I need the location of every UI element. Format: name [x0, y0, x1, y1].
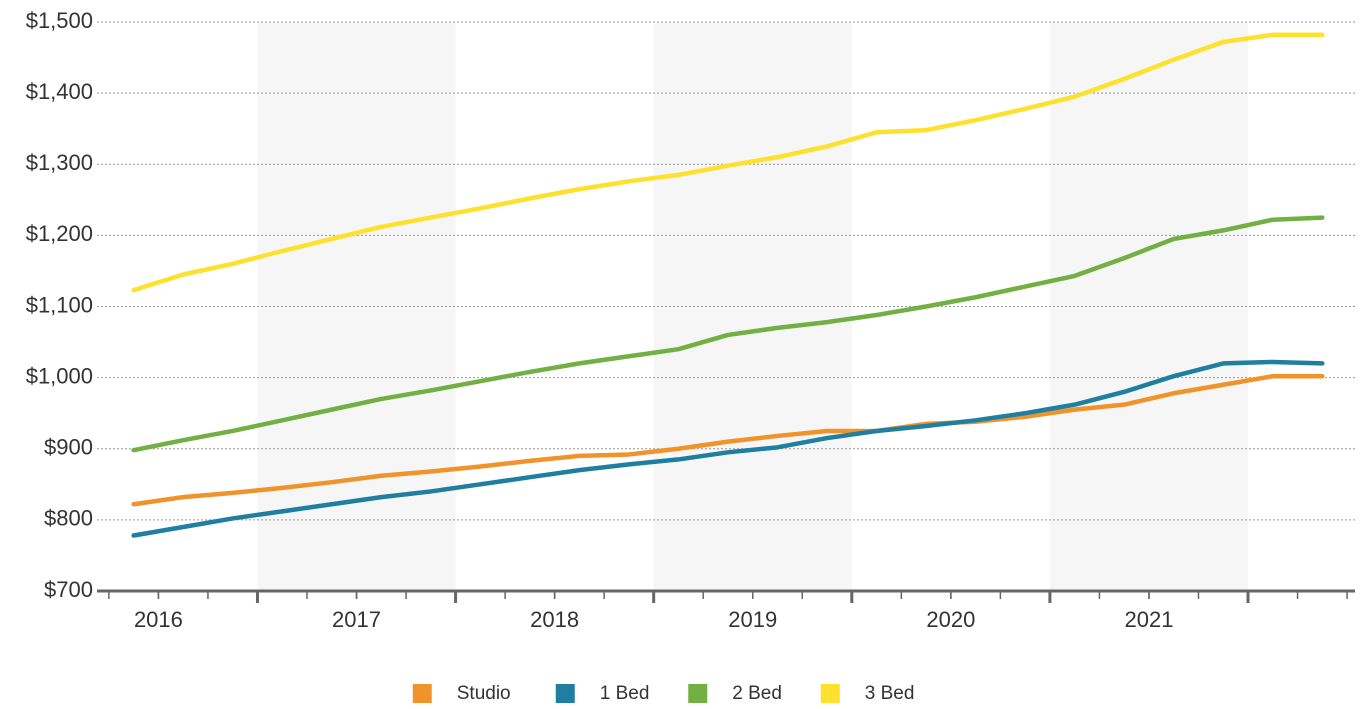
- x-tick-label: 2018: [530, 607, 579, 632]
- legend-label: Studio: [457, 683, 511, 704]
- legend-label: 2 Bed: [732, 683, 782, 704]
- x-tick-label: 2021: [1124, 607, 1173, 632]
- series-line: [131, 32, 1325, 293]
- series-line: [131, 215, 1325, 453]
- legend-label: 1 Bed: [600, 683, 650, 704]
- x-tick-label: 2017: [332, 607, 381, 632]
- legend-swatch: [688, 684, 708, 703]
- legend-swatch: [820, 684, 840, 703]
- series-line: [131, 373, 1325, 507]
- x-tick-label: 2016: [134, 607, 183, 632]
- series-line: [131, 359, 1325, 538]
- y-tick-label: $700: [44, 577, 93, 602]
- y-tick-label: $800: [44, 506, 93, 531]
- legend: Studio 1 Bed 2 Bed 3 Bed: [412, 683, 915, 704]
- legend-label: 3 Bed: [865, 683, 915, 704]
- y-tick-label: $1,500: [26, 8, 93, 33]
- x-tick-label: 2019: [728, 607, 777, 632]
- y-tick-label: $900: [44, 435, 93, 460]
- y-tick-label: $1,400: [26, 79, 93, 104]
- y-tick-label: $1,200: [26, 221, 93, 246]
- y-tick-label: $1,300: [26, 150, 93, 175]
- x-tick-label: 2020: [926, 607, 975, 632]
- y-tick-label: $1,000: [26, 363, 93, 388]
- legend-swatch: [412, 684, 432, 703]
- legend-swatch: [555, 684, 575, 703]
- y-tick-label: $1,100: [26, 292, 93, 317]
